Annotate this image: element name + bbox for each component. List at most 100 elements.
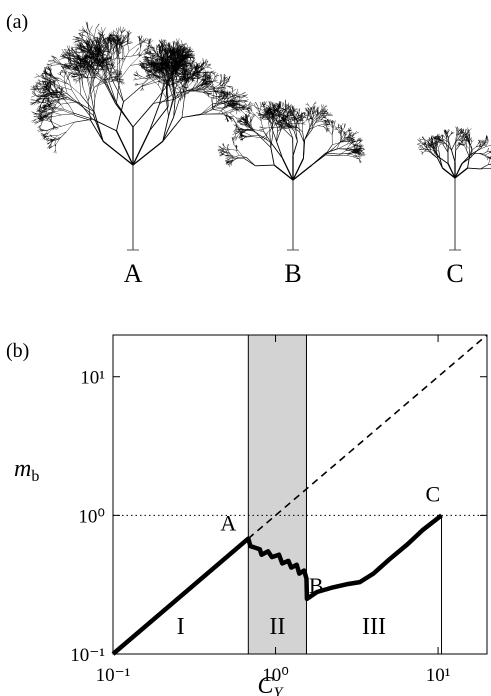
branch — [178, 69, 182, 73]
branch — [167, 64, 171, 70]
branch — [144, 60, 150, 64]
branch — [171, 84, 176, 99]
branch — [159, 61, 166, 71]
branch — [201, 103, 213, 115]
branch — [213, 106, 223, 109]
branch — [218, 112, 230, 114]
branch — [157, 52, 160, 58]
branch — [52, 114, 62, 117]
branch — [150, 55, 153, 62]
branch — [229, 96, 233, 101]
branch — [155, 75, 163, 79]
branch — [102, 140, 134, 166]
branch — [156, 78, 167, 88]
branch — [134, 71, 138, 75]
branch — [201, 109, 214, 115]
branch — [188, 68, 193, 70]
branch — [135, 82, 139, 85]
branch — [162, 117, 183, 142]
branch — [93, 111, 104, 142]
branch — [348, 153, 356, 157]
branch — [222, 94, 225, 100]
branch — [231, 100, 234, 104]
branch — [117, 54, 119, 65]
branch — [213, 109, 221, 111]
branch — [213, 102, 222, 107]
branch — [199, 75, 205, 78]
branch — [163, 70, 166, 85]
branch — [34, 76, 40, 78]
branch — [143, 53, 149, 55]
branch — [140, 63, 148, 65]
branch — [147, 66, 152, 68]
branch — [150, 49, 155, 51]
branch — [46, 111, 50, 113]
branch — [151, 70, 158, 80]
branch — [37, 124, 42, 128]
branch — [229, 112, 237, 118]
branch — [187, 75, 194, 79]
branch — [248, 104, 253, 108]
branch — [173, 98, 180, 118]
branch — [179, 49, 184, 52]
branch — [36, 102, 41, 105]
branch — [236, 88, 239, 94]
branch — [79, 102, 93, 120]
branch — [52, 64, 61, 66]
branch — [238, 107, 244, 109]
branch — [122, 43, 128, 47]
branch — [210, 71, 215, 75]
branch — [242, 94, 248, 97]
branch — [203, 59, 208, 64]
branch — [214, 80, 219, 84]
branch — [227, 96, 233, 100]
branch — [137, 75, 142, 79]
branch — [220, 110, 226, 116]
branch — [151, 76, 155, 79]
branch — [31, 111, 37, 115]
branch — [141, 56, 147, 60]
branch — [142, 66, 146, 71]
branch — [157, 46, 160, 50]
branch — [223, 79, 225, 86]
branch — [47, 127, 53, 131]
branch — [60, 131, 67, 138]
branch — [174, 81, 178, 94]
branch — [232, 88, 237, 92]
branch — [182, 42, 187, 46]
branch — [102, 27, 106, 34]
branch — [228, 76, 231, 81]
branch — [227, 85, 233, 89]
branch — [80, 94, 95, 112]
branch — [225, 114, 227, 119]
branch — [141, 87, 143, 91]
panel-label: (a) — [6, 11, 28, 33]
branch — [148, 48, 151, 53]
branch — [75, 51, 81, 53]
branch — [234, 98, 239, 101]
branch — [136, 48, 139, 52]
branch — [228, 91, 230, 96]
branch — [225, 80, 230, 83]
branch — [164, 40, 167, 44]
branch — [224, 93, 228, 95]
branch — [232, 132, 237, 136]
branch — [209, 71, 212, 77]
branch — [213, 107, 223, 110]
branch — [229, 91, 233, 98]
branch — [94, 79, 104, 88]
branch — [225, 94, 229, 99]
branch — [148, 51, 151, 56]
branch — [155, 67, 165, 74]
branch — [145, 74, 151, 77]
branch — [174, 41, 177, 46]
branch — [140, 63, 145, 67]
branch — [150, 68, 157, 71]
branch — [179, 89, 193, 100]
branch — [201, 106, 214, 115]
branch — [224, 80, 229, 86]
branch — [138, 83, 143, 85]
branch — [151, 61, 156, 68]
branch — [59, 57, 66, 60]
